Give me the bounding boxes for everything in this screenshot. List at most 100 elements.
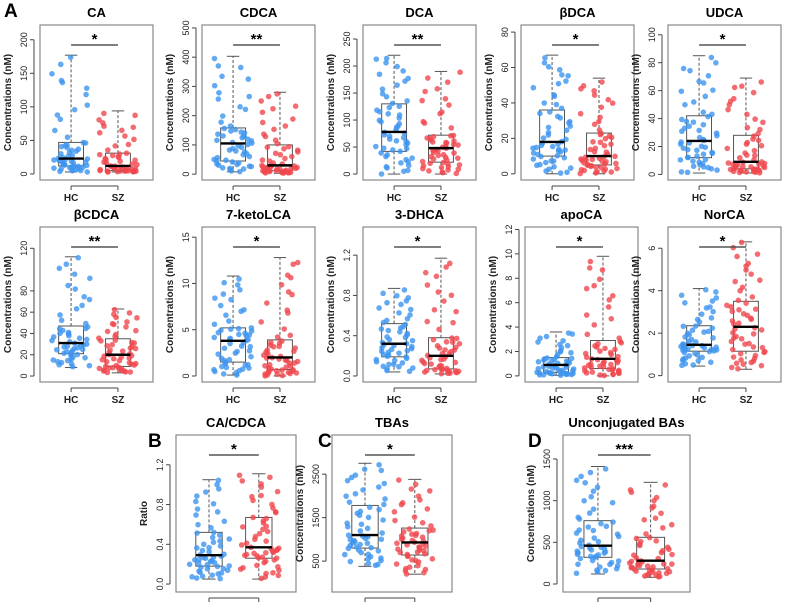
data-point-hc xyxy=(227,165,233,172)
data-point-hc xyxy=(595,552,602,558)
data-point-hc xyxy=(577,555,584,562)
data-point-hc xyxy=(394,82,400,88)
data-point-hc xyxy=(564,342,571,349)
data-point-sz xyxy=(752,116,758,122)
data-point-hc xyxy=(208,524,214,531)
data-point-sz xyxy=(250,514,256,521)
data-point-hc xyxy=(82,354,88,361)
y-tick-label: 0 xyxy=(647,172,657,177)
data-point-hc xyxy=(221,551,227,558)
data-point-hc xyxy=(221,345,228,352)
data-point-sz xyxy=(580,83,587,89)
data-point-sz xyxy=(596,276,603,283)
data-point-hc xyxy=(217,575,223,582)
data-point-hc xyxy=(545,63,552,70)
y-axis-label: Concentrations (nM) xyxy=(165,54,176,151)
data-point-hc xyxy=(396,120,403,127)
y-tick-label: 500 xyxy=(181,20,191,35)
data-point-hc xyxy=(238,129,244,135)
data-point-sz xyxy=(413,530,420,537)
data-point-sz xyxy=(456,340,463,347)
y-tick-label: 0.8 xyxy=(155,498,165,511)
data-point-sz xyxy=(289,153,295,160)
data-point-hc xyxy=(700,109,707,116)
data-point-hc xyxy=(598,520,604,527)
data-point-sz xyxy=(100,120,106,126)
y-axis-label: Ratio xyxy=(139,501,150,526)
data-point-sz xyxy=(754,251,761,257)
data-point-sz xyxy=(274,334,281,340)
data-point-hc xyxy=(382,496,388,502)
data-point-sz xyxy=(285,289,292,295)
data-point-hc xyxy=(82,320,89,327)
data-point-sz xyxy=(757,277,763,283)
y-tick-label: 12 xyxy=(504,224,514,234)
data-point-hc xyxy=(374,561,381,568)
data-point-sz xyxy=(430,336,437,343)
plot-frame xyxy=(667,226,782,383)
data-point-sz xyxy=(266,158,273,164)
data-point-sz xyxy=(291,163,297,169)
data-point-sz xyxy=(252,533,259,540)
data-point-hc xyxy=(210,539,217,546)
data-point-hc xyxy=(396,112,403,118)
data-point-hc xyxy=(403,156,409,163)
data-point-sz xyxy=(123,150,130,157)
data-point-sz xyxy=(595,340,601,347)
data-point-sz xyxy=(273,367,280,374)
data-point-hc xyxy=(235,325,242,332)
data-point-hc xyxy=(217,302,224,309)
data-point-sz xyxy=(729,308,736,315)
data-point-hc xyxy=(199,547,206,554)
data-point-sz xyxy=(272,137,279,143)
data-point-hc xyxy=(221,518,228,525)
data-point-sz xyxy=(606,297,613,303)
y-axis-label: Concentrations (nM) xyxy=(165,256,176,353)
data-point-sz xyxy=(290,116,296,122)
data-point-sz xyxy=(591,88,597,94)
data-point-sz xyxy=(610,292,616,299)
data-point-sz xyxy=(105,147,111,153)
data-point-hc xyxy=(74,351,81,358)
data-point-hc xyxy=(389,100,396,107)
data-point-sz xyxy=(406,526,413,532)
significance-label: * xyxy=(415,233,421,250)
data-point-hc xyxy=(227,340,233,347)
data-point-hc xyxy=(391,357,398,364)
data-point-sz xyxy=(269,501,275,508)
data-point-hc xyxy=(229,159,236,165)
data-point-sz xyxy=(264,300,270,306)
data-point-hc xyxy=(224,567,231,574)
data-point-hc xyxy=(551,164,557,170)
data-point-hc xyxy=(376,461,382,468)
data-point-sz xyxy=(259,119,266,126)
data-point-sz xyxy=(730,354,737,360)
data-point-hc xyxy=(409,155,415,161)
data-point-sz xyxy=(419,97,425,104)
data-point-sz xyxy=(111,306,118,313)
data-point-hc xyxy=(198,564,204,571)
data-point-sz xyxy=(399,500,406,506)
data-point-hc xyxy=(373,56,380,62)
data-point-sz xyxy=(107,347,113,353)
data-point-sz xyxy=(420,162,427,169)
y-tick-label: 4 xyxy=(647,288,657,293)
y-tick-label: 0 xyxy=(19,374,29,379)
data-point-sz xyxy=(113,362,120,369)
data-point-hc xyxy=(226,318,232,324)
data-point-hc xyxy=(347,558,354,565)
y-tick-label: 20 xyxy=(500,133,510,143)
y-axis-label: Concentrations (nM) xyxy=(488,256,499,353)
y-tick-label: 10 xyxy=(504,249,514,259)
data-point-sz xyxy=(613,160,619,167)
data-point-hc xyxy=(58,77,65,84)
data-point-hc xyxy=(695,358,702,364)
data-point-hc xyxy=(678,139,684,145)
data-point-hc xyxy=(591,535,598,541)
data-point-sz xyxy=(601,358,607,365)
data-point-sz xyxy=(596,127,603,133)
data-point-sz xyxy=(605,304,612,310)
significance-label: * xyxy=(254,233,260,250)
data-point-sz xyxy=(738,239,745,246)
data-point-sz xyxy=(586,265,593,271)
